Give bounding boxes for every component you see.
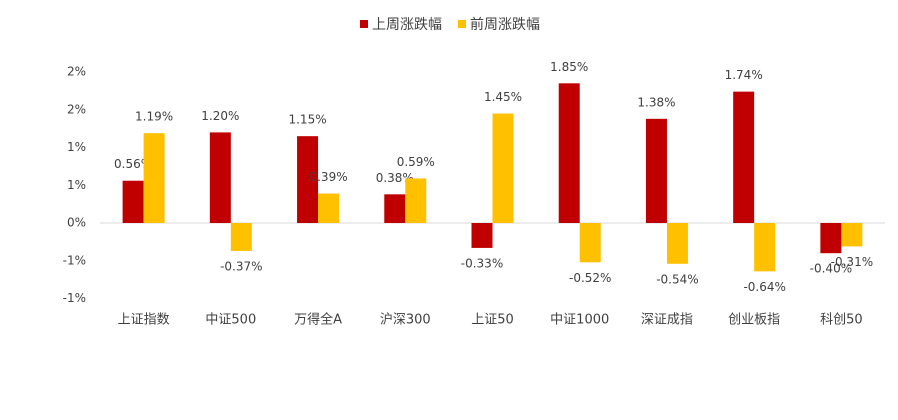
data-label: 0.38%: [376, 171, 414, 185]
x-tick-label: 中证1000: [550, 313, 609, 328]
y-tick-label: 2%: [67, 65, 86, 79]
data-label: 1.19%: [135, 110, 173, 124]
legend-label: 上周涨跌幅: [372, 17, 442, 33]
x-tick-label: 创业板指: [728, 313, 780, 328]
data-label: -0.52%: [569, 271, 611, 285]
data-label: 0.39%: [309, 170, 347, 184]
data-label: -0.37%: [220, 259, 262, 273]
y-tick-label: -1%: [63, 291, 86, 305]
legend-swatch: [458, 20, 466, 28]
data-label: -0.64%: [743, 280, 785, 294]
bar: [733, 91, 755, 223]
bar: [579, 223, 601, 263]
y-tick-label: 2%: [67, 102, 86, 116]
y-tick-label: -1%: [63, 253, 86, 267]
data-label: 1.74%: [725, 68, 763, 82]
bar: [230, 223, 252, 251]
bar: [405, 178, 427, 223]
data-label: 1.45%: [484, 90, 522, 104]
x-tick-label: 中证500: [205, 313, 256, 328]
legend-swatch: [360, 20, 368, 28]
data-label: 1.85%: [550, 60, 588, 74]
bar: [471, 223, 493, 248]
x-tick-label: 深证成指: [641, 313, 693, 328]
data-label: 0.59%: [397, 155, 435, 169]
data-label: -0.31%: [831, 255, 873, 269]
data-label: 1.20%: [201, 109, 239, 123]
bar: [492, 113, 514, 223]
x-tick-label: 上证50: [471, 313, 514, 328]
bar: [820, 223, 842, 254]
data-label: 1.15%: [288, 113, 326, 127]
y-tick-label: 1%: [67, 140, 86, 154]
bar: [558, 83, 580, 223]
data-label: -0.54%: [656, 272, 698, 286]
x-tick-label: 科创50: [820, 313, 863, 328]
bar: [143, 133, 165, 223]
bar: [666, 223, 688, 264]
data-label: -0.40%: [810, 262, 852, 276]
x-tick-label: 万得全A: [294, 312, 342, 328]
bar: [122, 180, 144, 223]
y-tick-label: 1%: [67, 178, 86, 192]
data-label: -0.33%: [461, 256, 503, 270]
x-tick-label: 上证指数: [118, 313, 170, 328]
bar: [209, 132, 231, 223]
legend-label: 前周涨跌幅: [470, 16, 540, 33]
bar: [297, 136, 319, 223]
bar: [318, 193, 340, 223]
bar: [645, 118, 667, 223]
bar: [384, 194, 406, 223]
x-tick-label: 沪深300: [380, 312, 431, 328]
bar: [841, 223, 863, 247]
data-label: 1.38%: [637, 95, 675, 109]
data-label: 0.56%: [114, 157, 152, 171]
bar: [754, 223, 776, 272]
y-tick-label: 0%: [67, 216, 86, 230]
